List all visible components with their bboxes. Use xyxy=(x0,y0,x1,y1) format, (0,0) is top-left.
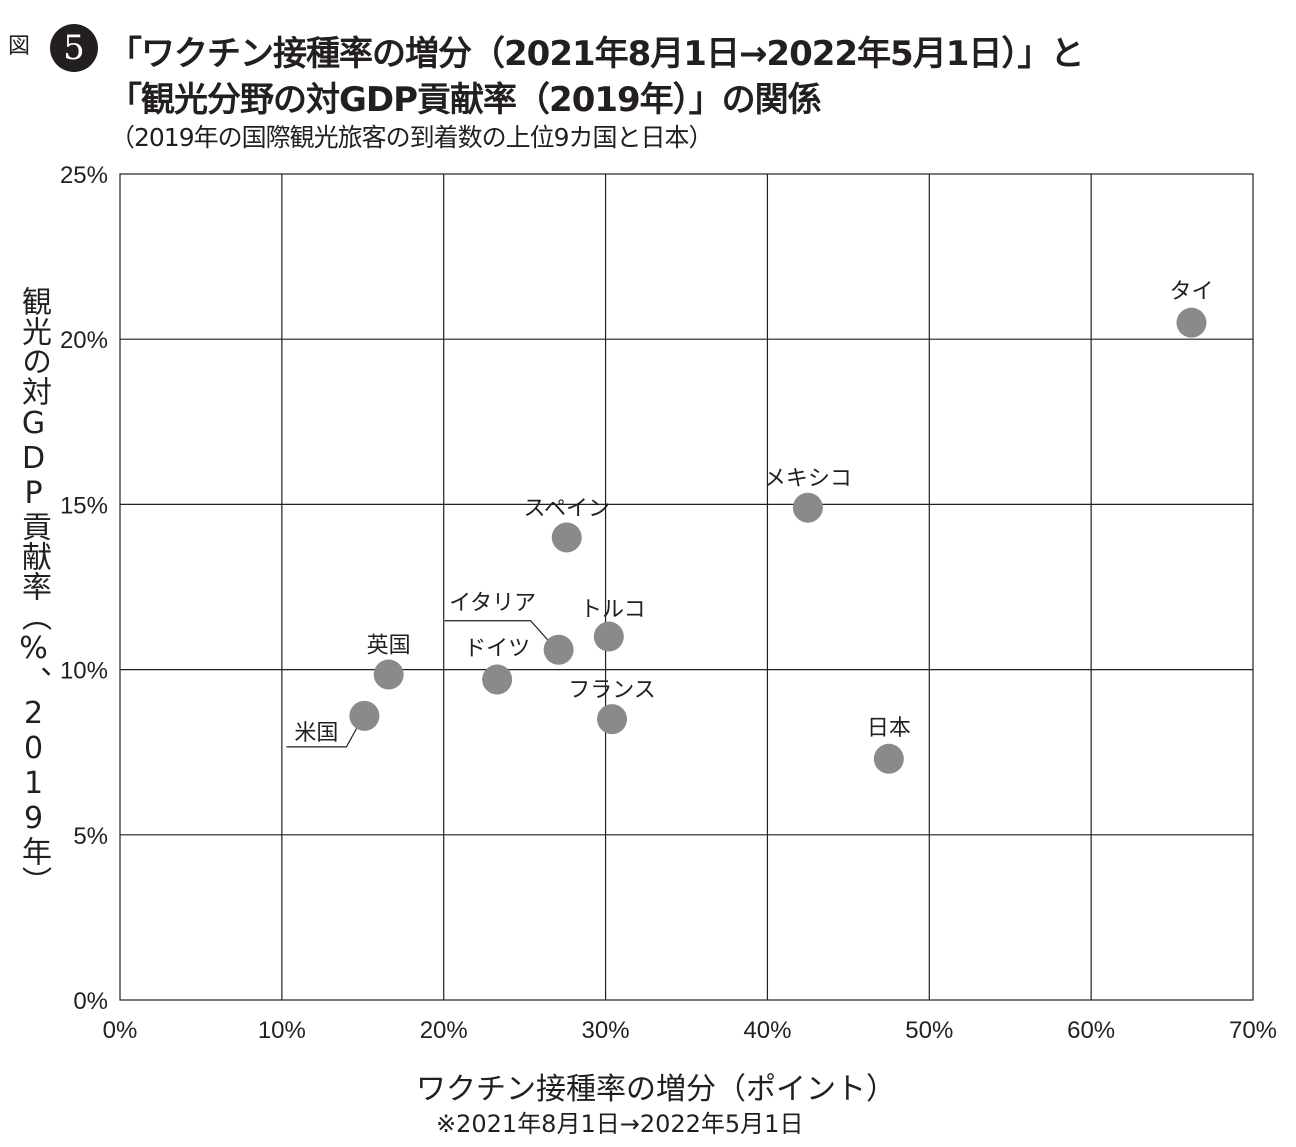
y-tick-label: 10% xyxy=(60,658,108,685)
figure-label: 図 xyxy=(8,34,31,59)
point-label: ドイツ xyxy=(464,637,530,662)
point-label: メキシコ xyxy=(764,467,852,492)
x-tick-label: 0% xyxy=(103,1017,138,1044)
data-point xyxy=(543,634,574,665)
data-point xyxy=(551,522,582,553)
grid-lines xyxy=(119,173,1254,1001)
y-tick-label: 5% xyxy=(73,823,108,850)
point-label: 英国 xyxy=(367,634,411,659)
x-tick-label: 50% xyxy=(905,1017,953,1044)
point-label: スペイン xyxy=(523,496,609,521)
chart-title-line2: 「観光分野の対GDP貢献率（2019年）」の関係 xyxy=(108,80,822,120)
data-point xyxy=(482,664,513,695)
leader-line xyxy=(444,620,557,650)
data-point xyxy=(597,704,628,735)
x-tick-label: 10% xyxy=(258,1017,306,1044)
y-tick-label: 20% xyxy=(60,327,108,354)
x-tick-labels: 0% 10% 20% 30% 40% 50% 60% 70% xyxy=(103,1017,1277,1044)
chart-subtitle: （2019年の国際観光旅客の到着数の上位9カ国と日本） xyxy=(110,123,714,152)
x-axis-note: ※2021年8月1日→2022年5月1日 xyxy=(436,1110,804,1138)
chart-title-line1: 「ワクチン接種率の増分（2021年8月1日→2022年5月1日）」と xyxy=(108,34,1084,74)
point-label: 日本 xyxy=(867,716,911,741)
data-point xyxy=(373,659,404,690)
y-tick-label: 25% xyxy=(60,162,108,189)
point-label: トルコ xyxy=(580,598,646,623)
data-point xyxy=(1176,307,1207,338)
data-points xyxy=(349,307,1207,774)
data-point xyxy=(792,492,823,523)
point-label: フランス xyxy=(568,678,656,703)
data-point xyxy=(873,743,904,774)
plot-frame xyxy=(119,173,1254,1001)
x-axis-label: ワクチン接種率の増分（ポイント） xyxy=(416,1072,896,1107)
x-tick-label: 40% xyxy=(743,1017,791,1044)
y-tick-label: 15% xyxy=(60,492,108,519)
point-label: イタリア xyxy=(449,591,536,616)
data-point xyxy=(593,621,624,652)
point-label: 米国 xyxy=(294,721,338,746)
point-label: タイ xyxy=(1169,280,1213,305)
y-tick-labels: 0% 5% 10% 15% 20% 25% xyxy=(60,162,108,1015)
y-tick-label: 0% xyxy=(73,988,108,1015)
x-tick-label: 60% xyxy=(1067,1017,1115,1044)
x-tick-label: 70% xyxy=(1229,1017,1277,1044)
x-tick-label: 20% xyxy=(420,1017,468,1044)
x-tick-label: 30% xyxy=(582,1017,630,1044)
figure-number-badge: 5 xyxy=(50,24,98,72)
y-axis-label: 観光の対GDP貢献率（%、2019年） xyxy=(16,286,51,896)
data-point xyxy=(349,700,380,731)
